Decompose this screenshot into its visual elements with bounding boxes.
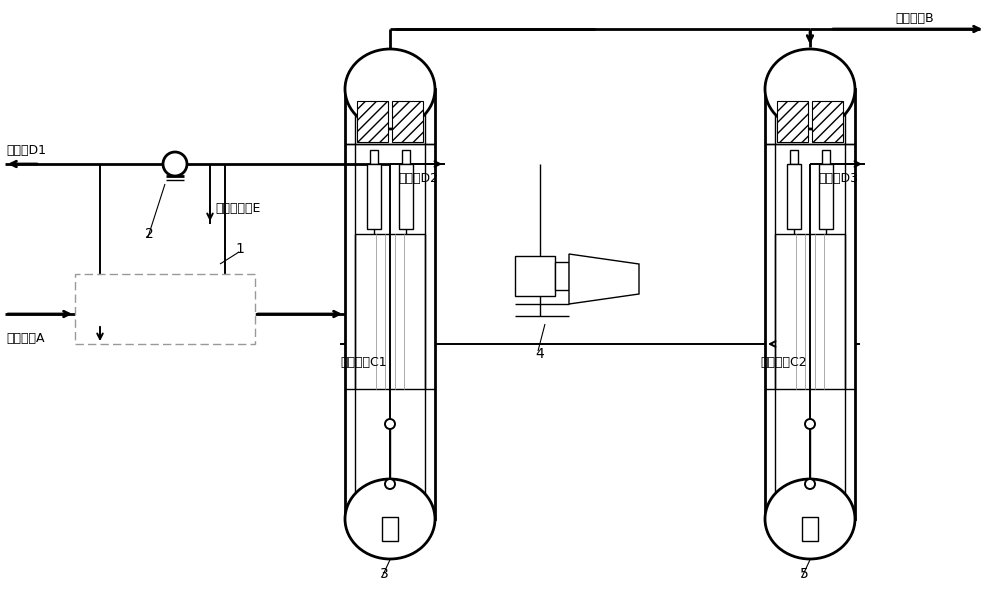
Bar: [765, 89, 855, 519]
Bar: [75, 274, 255, 344]
Text: 排液口D1: 排液口D1: [6, 144, 46, 156]
Bar: [777, 101, 808, 142]
Bar: [790, 150, 798, 164]
Circle shape: [805, 479, 815, 489]
Bar: [802, 517, 818, 541]
Text: 循环水口C2: 循环水口C2: [760, 355, 807, 368]
Polygon shape: [569, 254, 639, 304]
Circle shape: [385, 479, 395, 489]
Circle shape: [163, 152, 187, 176]
Bar: [555, 262, 569, 290]
Bar: [402, 150, 410, 164]
Bar: [367, 164, 381, 229]
Bar: [357, 101, 388, 142]
Text: 循环水口C1: 循环水口C1: [340, 355, 387, 368]
Ellipse shape: [345, 49, 435, 129]
Text: 2: 2: [145, 227, 154, 241]
Text: 1: 1: [235, 242, 244, 256]
Bar: [515, 256, 555, 296]
Text: 5: 5: [800, 567, 809, 581]
Ellipse shape: [345, 479, 435, 559]
Text: 排液口D2: 排液口D2: [398, 171, 438, 184]
Bar: [392, 101, 423, 142]
Text: 3: 3: [380, 567, 389, 581]
Bar: [819, 164, 833, 229]
Text: 气相入口A: 气相入口A: [6, 332, 44, 345]
Bar: [812, 101, 843, 142]
Text: 排液口D3: 排液口D3: [818, 171, 858, 184]
Bar: [382, 517, 398, 541]
Circle shape: [805, 419, 815, 429]
Text: 4: 4: [535, 347, 544, 361]
Ellipse shape: [765, 49, 855, 129]
Bar: [345, 89, 435, 519]
Circle shape: [385, 419, 395, 429]
Bar: [787, 164, 801, 229]
Text: 气相出口B: 气相出口B: [895, 13, 934, 26]
Bar: [399, 164, 413, 229]
Ellipse shape: [765, 479, 855, 559]
Bar: [370, 150, 378, 164]
Text: 新鲜淡水口E: 新鲜淡水口E: [215, 202, 260, 216]
Bar: [822, 150, 830, 164]
